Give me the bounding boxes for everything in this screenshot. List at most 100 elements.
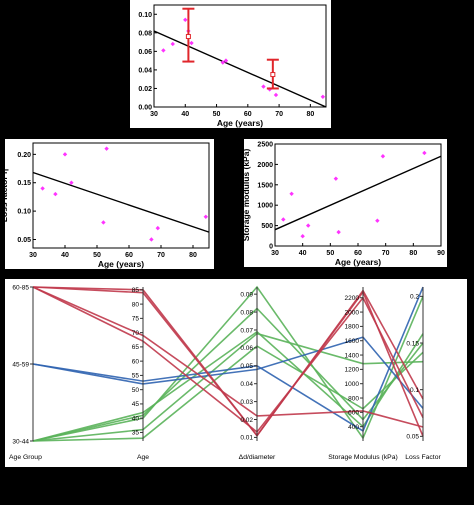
axis-tick-label: 0.05 [240, 363, 253, 370]
axis-tick-label: 65 [132, 344, 140, 351]
profile-line [32, 286, 424, 437]
panel-d-parallel-coordinates: 30-44 45-59 60-85 Age Group 35 40 45 50 55 60 65 70… [5, 279, 467, 467]
profile-line [32, 286, 424, 434]
y-tick-label: 0.06 [138, 49, 152, 56]
axis-tick-label: 0.09 [240, 291, 253, 298]
data-point [101, 220, 106, 225]
parallel-axis: 0.01 0.02 0.03 0.04 0.05 0.06 0.07 0.08 0.09 Δd/d… [239, 287, 276, 461]
data-point [422, 150, 427, 156]
x-tick-label: 60 [125, 252, 133, 259]
y-tick-label: 0 [269, 244, 273, 251]
x-tick-label: 30 [271, 250, 279, 257]
data-point [333, 176, 339, 181]
x-tick-label: 90 [437, 250, 445, 257]
x-tick-label: 70 [275, 111, 283, 118]
x-tick-label: 60 [244, 111, 252, 118]
axis-title: Δd/diameter [239, 454, 276, 461]
y-tick-label: 2000 [257, 162, 273, 169]
x-tick-label: 30 [29, 252, 37, 259]
axis-tick-label: 2200 [345, 295, 360, 302]
y-tick-label: 0.10 [17, 209, 31, 216]
data-point [223, 58, 229, 63]
data-point [149, 237, 154, 242]
data-point [336, 229, 341, 235]
y-tick-label: 1000 [257, 203, 273, 210]
y-tick-label: 0.05 [17, 237, 31, 244]
x-tick-label: 60 [354, 250, 362, 257]
panel-a-dd-vs-age: 30 40 50 60 70 80 0.00 0.02 0.04 0.06 0.08 0.10 Age … [130, 0, 331, 128]
axis-tick-label: 0.07 [240, 327, 253, 334]
y-tick-label: 0.04 [138, 67, 152, 74]
y-tick-label: 0.10 [138, 12, 152, 19]
panel-b-loss-factor-vs-age: 30 40 50 60 70 80 0.05 0.10 0.15 0.20 Age (years) L… [5, 139, 214, 269]
data-point [320, 94, 326, 99]
x-tick-label: 40 [61, 252, 69, 259]
axis-title: Age Group [9, 454, 42, 461]
data-point [62, 152, 68, 157]
x-tick-label: 70 [157, 252, 165, 259]
y-tick-label: 1500 [257, 182, 273, 189]
error-bar-mean [185, 34, 191, 40]
axis-tick-label: 800 [348, 395, 359, 402]
data-point [53, 191, 58, 197]
error-bar [266, 58, 279, 90]
data-point [289, 191, 294, 196]
data-point [281, 217, 286, 222]
data-point [380, 154, 386, 159]
parallel-axis: 400 600 800 1000 1200 1400 1600 1800 2000 2200 Sto… [328, 287, 398, 461]
axis-tick-label: 0.15 [406, 340, 419, 347]
data-point [161, 48, 166, 53]
x-axis-label: Age (years) [335, 257, 381, 267]
trend-line [32, 171, 210, 233]
axis-tick-label: 35 [132, 430, 140, 437]
x-tick-label: 30 [150, 111, 158, 118]
profile-line [32, 286, 424, 437]
x-axis-label: Age (years) [98, 259, 144, 269]
chart-svg: 30 40 50 60 70 80 90 0 500 1000 1500 2000 2500 Age (y… [244, 142, 445, 268]
x-tick-label: 50 [326, 250, 334, 257]
x-tick-label: 40 [299, 250, 307, 257]
axis-tick-label: 75 [132, 316, 140, 323]
data-point [306, 223, 311, 228]
axis-tick-label: 1400 [345, 352, 360, 359]
axis-tick-label: 1200 [345, 367, 360, 374]
axis-title: Age [137, 454, 149, 461]
axis-tick-label: 0.06 [240, 345, 253, 352]
axis-tick-label: 2000 [345, 309, 360, 316]
chart-svg: 30-44 45-59 60-85 Age Group 35 40 45 50 55 60 65 70… [9, 284, 441, 461]
axis-tick-label: 0.03 [240, 399, 253, 406]
x-axis-label: Age (years) [217, 118, 263, 128]
axis-title: Loss Factor [405, 454, 441, 461]
y-tick-label: 0.20 [17, 152, 31, 159]
axis-tick-label: 400 [348, 424, 359, 431]
data-point [203, 214, 208, 219]
chart-svg: 30 40 50 60 70 80 0.05 0.10 0.15 0.20 Age (years) L… [5, 142, 210, 269]
x-tick-label: 50 [93, 252, 101, 259]
plot-frame [274, 143, 442, 247]
axis-tick-label: 60-85 [12, 284, 29, 291]
plot-frame [153, 4, 327, 108]
profile-line [32, 330, 424, 442]
data-point [375, 218, 380, 223]
chart-svg: 30 40 50 60 70 80 0.00 0.02 0.04 0.06 0.08 0.10 Age … [138, 4, 327, 128]
data-point [104, 146, 109, 151]
y-axis-label: Loss factor η [5, 169, 9, 222]
data-point [189, 40, 194, 46]
axis-tick-label: 45-59 [12, 361, 29, 368]
x-tick-label: 80 [189, 252, 197, 259]
axis-tick-label: 1600 [345, 338, 360, 345]
data-point [220, 60, 225, 65]
panel-c-storage-modulus-vs-age: 30 40 50 60 70 80 90 0 500 1000 1500 2000 2500 Age (y… [244, 139, 447, 267]
error-bar [182, 7, 195, 63]
axis-tick-label: 1800 [345, 324, 360, 331]
y-tick-label: 0.15 [17, 180, 31, 187]
trend-line [274, 155, 442, 231]
y-tick-label: 0.08 [138, 30, 152, 37]
data-point [40, 186, 45, 191]
axis-title: Storage Modulus (kPa) [328, 454, 398, 461]
error-bar-mean [270, 72, 276, 78]
axis-tick-label: 85 [132, 287, 140, 294]
axis-tick-label: 30-44 [12, 438, 29, 445]
y-tick-label: 0.02 [138, 86, 152, 93]
